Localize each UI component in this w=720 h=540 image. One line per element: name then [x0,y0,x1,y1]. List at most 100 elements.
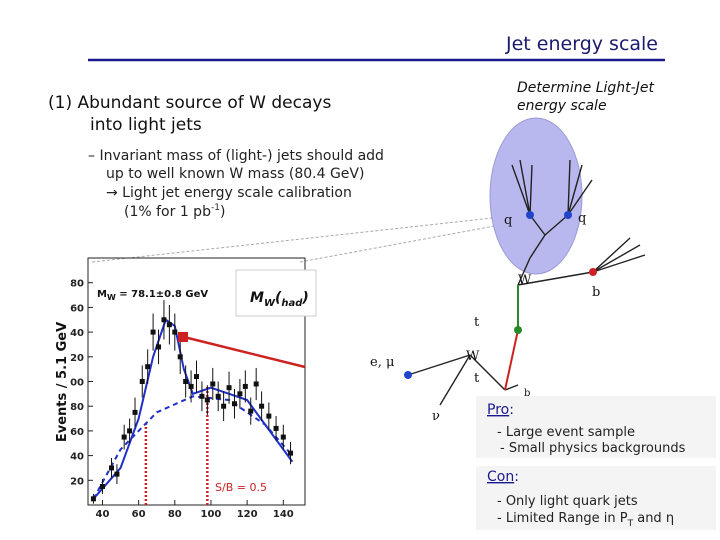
data-point [194,374,199,380]
data-point [204,397,210,403]
slide-title: Jet energy scale [505,33,658,55]
data-point [288,450,294,456]
diagram-label: b [524,388,530,399]
top-line [504,329,519,391]
pro-item: - Large event sample [497,425,635,440]
had-label: ) [301,290,308,306]
superscript: -1 [211,203,220,213]
y-tick-label: 40 [70,328,84,339]
diagram-label: W [466,349,480,364]
x-tick-label: 40 [96,509,110,520]
y-tick-label: 80 [70,402,84,413]
x-tick-label: 60 [132,509,146,520]
pointer-arrow [183,335,306,369]
had-label: MW(had) [250,290,309,309]
y-tick-label: 60 [70,303,84,314]
diagram-label: W [518,273,532,288]
con-box [476,466,716,530]
sb-label: S/B = 0.5 [215,481,267,494]
pro-item: - Small physics backgrounds [500,441,686,456]
signal-fit [92,318,294,500]
x-tick-label: 120 [237,509,258,520]
data-point [231,401,237,407]
bullet: (1% for 1 pb [124,204,211,220]
data-point [145,364,151,370]
connector [91,217,493,263]
subscript: had [281,298,303,309]
data-point [177,354,183,360]
diagram-label: b [592,285,600,300]
y-axis-label: Events / 5.1 GeV [55,322,70,442]
x-tick-label: 140 [273,509,294,520]
data-point [199,393,205,399]
y-tick-label: 20 [70,353,84,364]
data-point [248,408,254,414]
data-point [90,496,96,502]
data-point [139,379,145,384]
data-point [215,393,221,399]
plot-layer: 20 40 60 80 00 20 40 60 80 40 60 80 100 120 140 [70,279,294,520]
data-point [166,322,172,328]
bullet: up to well known W mass (80.4 GeV) [106,166,364,182]
label-box [235,269,317,317]
diagram-label: q [504,213,512,228]
data-point [99,483,105,489]
note: Determine Light-Jet [517,80,654,96]
t-dot [514,326,522,334]
jet-ellipse [489,117,583,275]
quark-dot [564,211,572,219]
data-point [150,329,156,335]
con-item: - Limited Range in P [497,511,628,526]
data-point [132,409,138,415]
mass-label: = 78.1±0.8 GeV [116,289,209,300]
heading: into light jets [90,115,202,135]
data-point [183,379,189,384]
subscript: T [627,519,634,529]
diagram-label: q [578,211,586,226]
colon: : [509,402,514,418]
had-label: M [250,290,264,306]
data-point [280,434,286,440]
data-point [127,428,133,434]
bullet: → Light jet energy scale calibration [106,185,352,201]
pro-title: Pro [487,402,509,418]
data-point [242,383,248,389]
y-tick-label: 80 [70,279,84,290]
data-point [188,383,194,389]
colon: : [514,469,519,485]
peak-marker [178,332,188,342]
bullet: (1% for 1 pb-1) [124,203,225,220]
data-point [121,434,127,440]
data-point [266,413,272,419]
y-tick-label: 60 [70,427,84,438]
data-point [114,471,120,477]
data-point [237,391,243,397]
quark-dot [526,211,534,219]
connector [299,224,501,263]
x-tick-label: 100 [201,509,222,520]
b-dot [589,268,597,276]
data-point [259,403,265,409]
pro-box [476,396,716,458]
data-point [226,385,232,391]
data-point [253,381,259,387]
y-tick-label: 40 [70,452,84,463]
bullet: – Invariant mass of (light-) jets should… [88,148,384,164]
bullet: ) [220,204,225,220]
data-point [161,317,167,323]
lepton-dot [404,371,412,379]
data-point [273,425,279,431]
note: energy scale [517,98,607,114]
subscript: W [264,298,276,309]
y-tick-label: 00 [70,378,84,389]
heading: (1) Abundant source of W decays [48,93,331,113]
diagram-label: ν [432,409,440,424]
mass-label: M [97,289,107,300]
feynman-lines [407,159,646,406]
con-item: and η [633,511,674,526]
data-point [221,403,227,409]
data-point [172,329,178,335]
con-item: - Only light quark jets [497,494,638,509]
